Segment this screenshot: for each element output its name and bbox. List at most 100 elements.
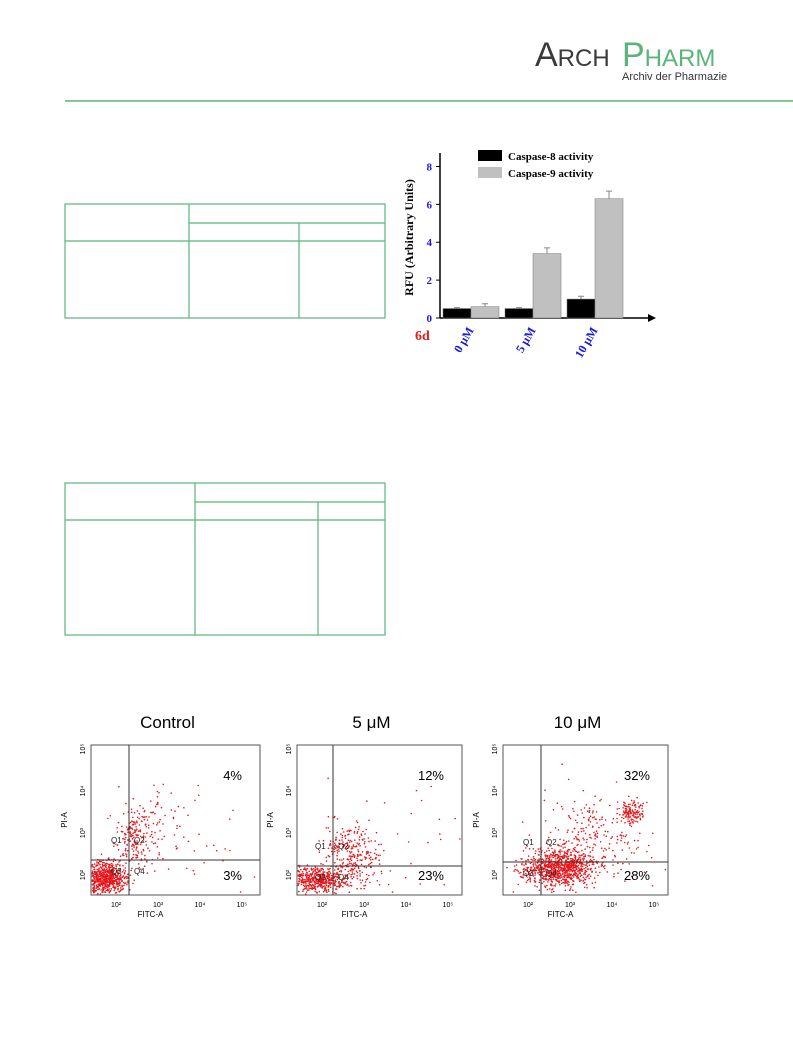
- event-dot: [364, 833, 366, 835]
- event-dot: [516, 869, 518, 871]
- event-dot: [311, 876, 314, 879]
- event-dot: [588, 810, 591, 812]
- event-dot: [115, 865, 118, 867]
- event-dot: [326, 877, 329, 879]
- event-dot: [130, 869, 132, 872]
- event-dot: [113, 889, 115, 892]
- event-dot: [141, 815, 143, 818]
- event-dot: [628, 847, 631, 849]
- event-dot: [616, 838, 619, 841]
- event-dot: [359, 879, 362, 881]
- event-dot: [626, 816, 628, 818]
- event-dot: [147, 827, 150, 829]
- event-dot: [538, 851, 541, 853]
- event-dot: [543, 870, 545, 873]
- event-dot: [621, 831, 623, 834]
- event-dot: [617, 872, 619, 874]
- event-dot: [114, 876, 117, 879]
- event-dot: [360, 863, 363, 866]
- event-dot: [154, 812, 156, 815]
- event-dot: [591, 826, 594, 828]
- event-dot: [610, 837, 612, 840]
- event-dot: [108, 881, 111, 884]
- event-dot: [544, 885, 546, 887]
- event-dot: [116, 844, 118, 846]
- event-dot: [579, 875, 582, 878]
- y-log-tick: 10⁵: [80, 744, 87, 755]
- event-dot: [627, 820, 629, 823]
- event-dot: [104, 881, 106, 884]
- event-dot: [121, 880, 123, 882]
- event-dot: [559, 877, 561, 879]
- event-dot: [308, 874, 311, 877]
- event-dot: [575, 866, 577, 869]
- event-dot: [100, 880, 102, 883]
- event-dot: [120, 888, 122, 891]
- event-dot: [544, 865, 547, 868]
- x-log-tick: 10²: [111, 902, 122, 909]
- event-dot: [193, 850, 196, 852]
- event-dot: [93, 868, 96, 871]
- event-dot: [107, 866, 110, 868]
- event-dot: [637, 846, 639, 849]
- event-dot: [137, 863, 140, 865]
- event-dot: [344, 877, 346, 879]
- event-dot: [297, 884, 300, 887]
- event-dot: [551, 851, 554, 853]
- event-dot: [601, 816, 603, 818]
- event-dot: [633, 815, 635, 817]
- event-dot: [129, 874, 132, 876]
- event-dot: [616, 835, 619, 838]
- event-dot: [130, 835, 133, 838]
- event-dot: [552, 873, 554, 875]
- event-dot: [568, 869, 570, 871]
- event-dot: [583, 863, 585, 866]
- event-dot: [316, 879, 318, 881]
- event-dot: [170, 792, 172, 794]
- event-dot: [367, 837, 370, 839]
- event-dot: [532, 863, 534, 865]
- event-dot: [544, 886, 547, 889]
- event-dot: [553, 885, 555, 887]
- event-dot: [325, 889, 328, 891]
- event-dot: [314, 866, 317, 868]
- event-dot: [550, 878, 552, 881]
- event-dot: [578, 877, 580, 880]
- event-dot: [634, 813, 637, 815]
- event-dot: [636, 796, 638, 799]
- x-log-tick: 10²: [523, 902, 534, 909]
- x-log-tick: 10²: [317, 902, 328, 909]
- event-dot: [359, 859, 362, 861]
- event-dot: [348, 891, 351, 893]
- event-dot: [144, 858, 146, 860]
- event-dot: [102, 866, 104, 868]
- event-dot: [327, 847, 330, 850]
- event-dot: [156, 822, 159, 824]
- event-dot: [159, 818, 161, 821]
- event-dot: [633, 800, 635, 802]
- event-dot: [568, 840, 570, 842]
- event-dot: [622, 814, 624, 816]
- event-dot: [643, 871, 646, 873]
- event-dot: [629, 822, 632, 824]
- event-dot: [530, 869, 532, 871]
- event-dot: [581, 868, 583, 870]
- event-dot: [584, 854, 587, 856]
- event-dot: [129, 831, 132, 833]
- event-dot: [544, 877, 547, 879]
- event-dot: [122, 853, 124, 855]
- event-dot: [526, 844, 528, 847]
- event-dot: [301, 876, 303, 879]
- event-dot: [537, 848, 540, 850]
- event-dot: [109, 815, 112, 817]
- y-axis-label: RFU (Arbitrary Units): [402, 179, 416, 296]
- event-dot: [129, 821, 132, 824]
- event-dot: [304, 867, 306, 869]
- event-dot: [636, 809, 639, 812]
- event-dot: [119, 867, 121, 870]
- event-dot: [147, 847, 149, 849]
- event-dot: [327, 777, 329, 779]
- event-dot: [556, 854, 559, 856]
- event-dot: [589, 875, 592, 877]
- event-dot: [534, 885, 536, 887]
